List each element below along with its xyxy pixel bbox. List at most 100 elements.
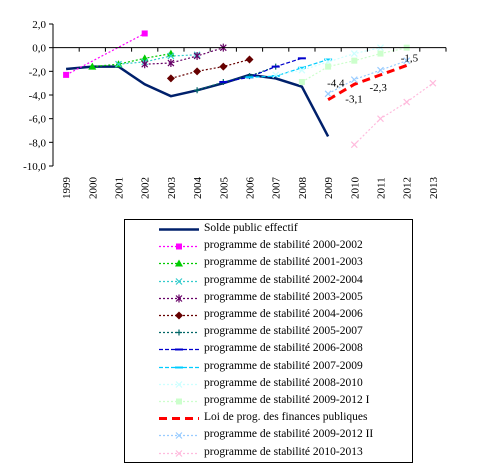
series-12 [324,57,411,98]
data-label: -1,5 [401,52,419,64]
data-point [193,67,202,76]
data-label: -3,1 [345,93,362,105]
legend-swatch [159,366,199,369]
series-line [170,58,250,79]
legend-marker [175,380,183,388]
x-tick-label: 2007 [271,177,283,200]
legend-item: programme de stabilité 2001-2003 [125,255,412,272]
legend-swatch [159,277,199,285]
data-point [350,141,358,149]
data-point [351,57,358,64]
series-11 [327,63,408,101]
x-tick-label: 2005 [218,177,230,200]
legend-swatch [159,380,199,388]
legend-swatch [159,294,199,303]
tick-labels: 2,0 0,0 -2,0 -4,0 -6,0 -8,0 -10,0 1999 2000 2001 2… [23,19,440,199]
legend-item: programme de stabilité 2006-2008 [125,341,412,358]
legend-label: programme de stabilité 2001-2003 [204,256,363,269]
legend-label: programme de stabilité 2005-2007 [204,325,363,338]
legend-swatch [159,311,199,320]
legend-label: programme de stabilité 2010-2013 [204,445,363,458]
legend-swatch [159,259,199,267]
data-point [377,115,384,123]
legend-label: Loi de prog. des finances publiques [204,411,368,424]
x-tick-label: 2000 [87,177,99,200]
data-point [194,87,201,94]
legend-label: programme de stabilité 2009-2012 II [204,428,374,441]
legend-marker [175,294,183,303]
data-point [63,71,70,78]
data-label: -2,3 [370,82,388,94]
series-line [65,32,145,76]
data-point [350,50,358,58]
data-point [350,76,358,84]
series-13 [350,79,437,149]
data-point [167,59,175,68]
series-line [353,82,434,146]
series-line [196,66,276,91]
x-tick-label: 2011 [376,177,388,199]
data-point [141,30,148,37]
y-tick-label: -10,0 [23,161,46,173]
legend-item: programme de stabilité 2002-2004 [125,273,412,290]
legend-swatch [159,432,199,440]
legend-swatch [159,398,199,405]
data-point [115,60,122,68]
series-line [92,53,172,68]
data-point [429,79,437,87]
data-point [219,62,228,71]
legend-item: Solde public effectif [125,221,412,238]
x-tick-label: 2006 [245,177,257,200]
legend-label: programme de stabilité 2009-2012 I [204,394,370,406]
legend-swatch [159,329,199,336]
data-point [298,66,306,74]
x-tick-label: 2009 [323,177,335,200]
legend-marker [175,259,183,267]
data-point [403,98,411,106]
x-tick-label: 2008 [297,177,309,200]
x-tick-label: 2013 [428,177,440,200]
series-line [223,57,303,83]
data-point [193,51,201,60]
legend-item: programme de stabilité 2010-2013 [125,445,412,462]
series-line [118,54,198,65]
legend-marker [175,311,183,320]
data-point [324,90,332,98]
legend-item: programme de stabilité 2004-2006 [125,307,412,324]
series-5 [166,55,254,83]
data-point [167,52,175,60]
x-tick-label: 2002 [140,177,152,199]
series-0 [65,65,330,137]
data-point [298,78,305,85]
series-line [144,47,224,65]
series-3 [115,51,201,68]
x-tick-label: 2001 [114,177,126,199]
legend-marker [175,449,183,457]
legend-item: programme de stabilité 2003-2005 [125,290,412,307]
legend-label: programme de stabilité 2007-2009 [204,359,363,372]
legend-label: programme de stabilité 2000-2002 [204,239,363,252]
chart-legend: Solde public effectif programme de stabil… [124,219,413,463]
legend-swatch [159,228,199,231]
data-point [377,66,384,74]
data-point [166,74,175,83]
legend-label: programme de stabilité 2006-2008 [204,342,363,355]
legend-marker [175,277,183,285]
axes [49,23,447,167]
legend-swatch [159,449,199,457]
series-9 [272,44,384,79]
legend-label: programme de stabilité 2004-2006 [204,308,363,320]
legend-marker [175,432,183,440]
legend-marker [176,243,182,250]
legend-item: Loi de prog. des finances publiques [125,410,412,427]
legend-label: Solde public effectif [204,222,298,234]
y-tick-label: 0,0 [32,43,46,55]
data-point [245,55,254,64]
legend-item: programme de stabilité 2005-2007 [125,324,412,341]
series-line [327,63,408,101]
legend-item: programme de stabilité 2009-2012 I [125,393,412,410]
x-tick-label: 2004 [192,177,204,200]
legend-label: programme de stabilité 2008-2010 [204,376,363,389]
legend-marker [176,329,182,336]
